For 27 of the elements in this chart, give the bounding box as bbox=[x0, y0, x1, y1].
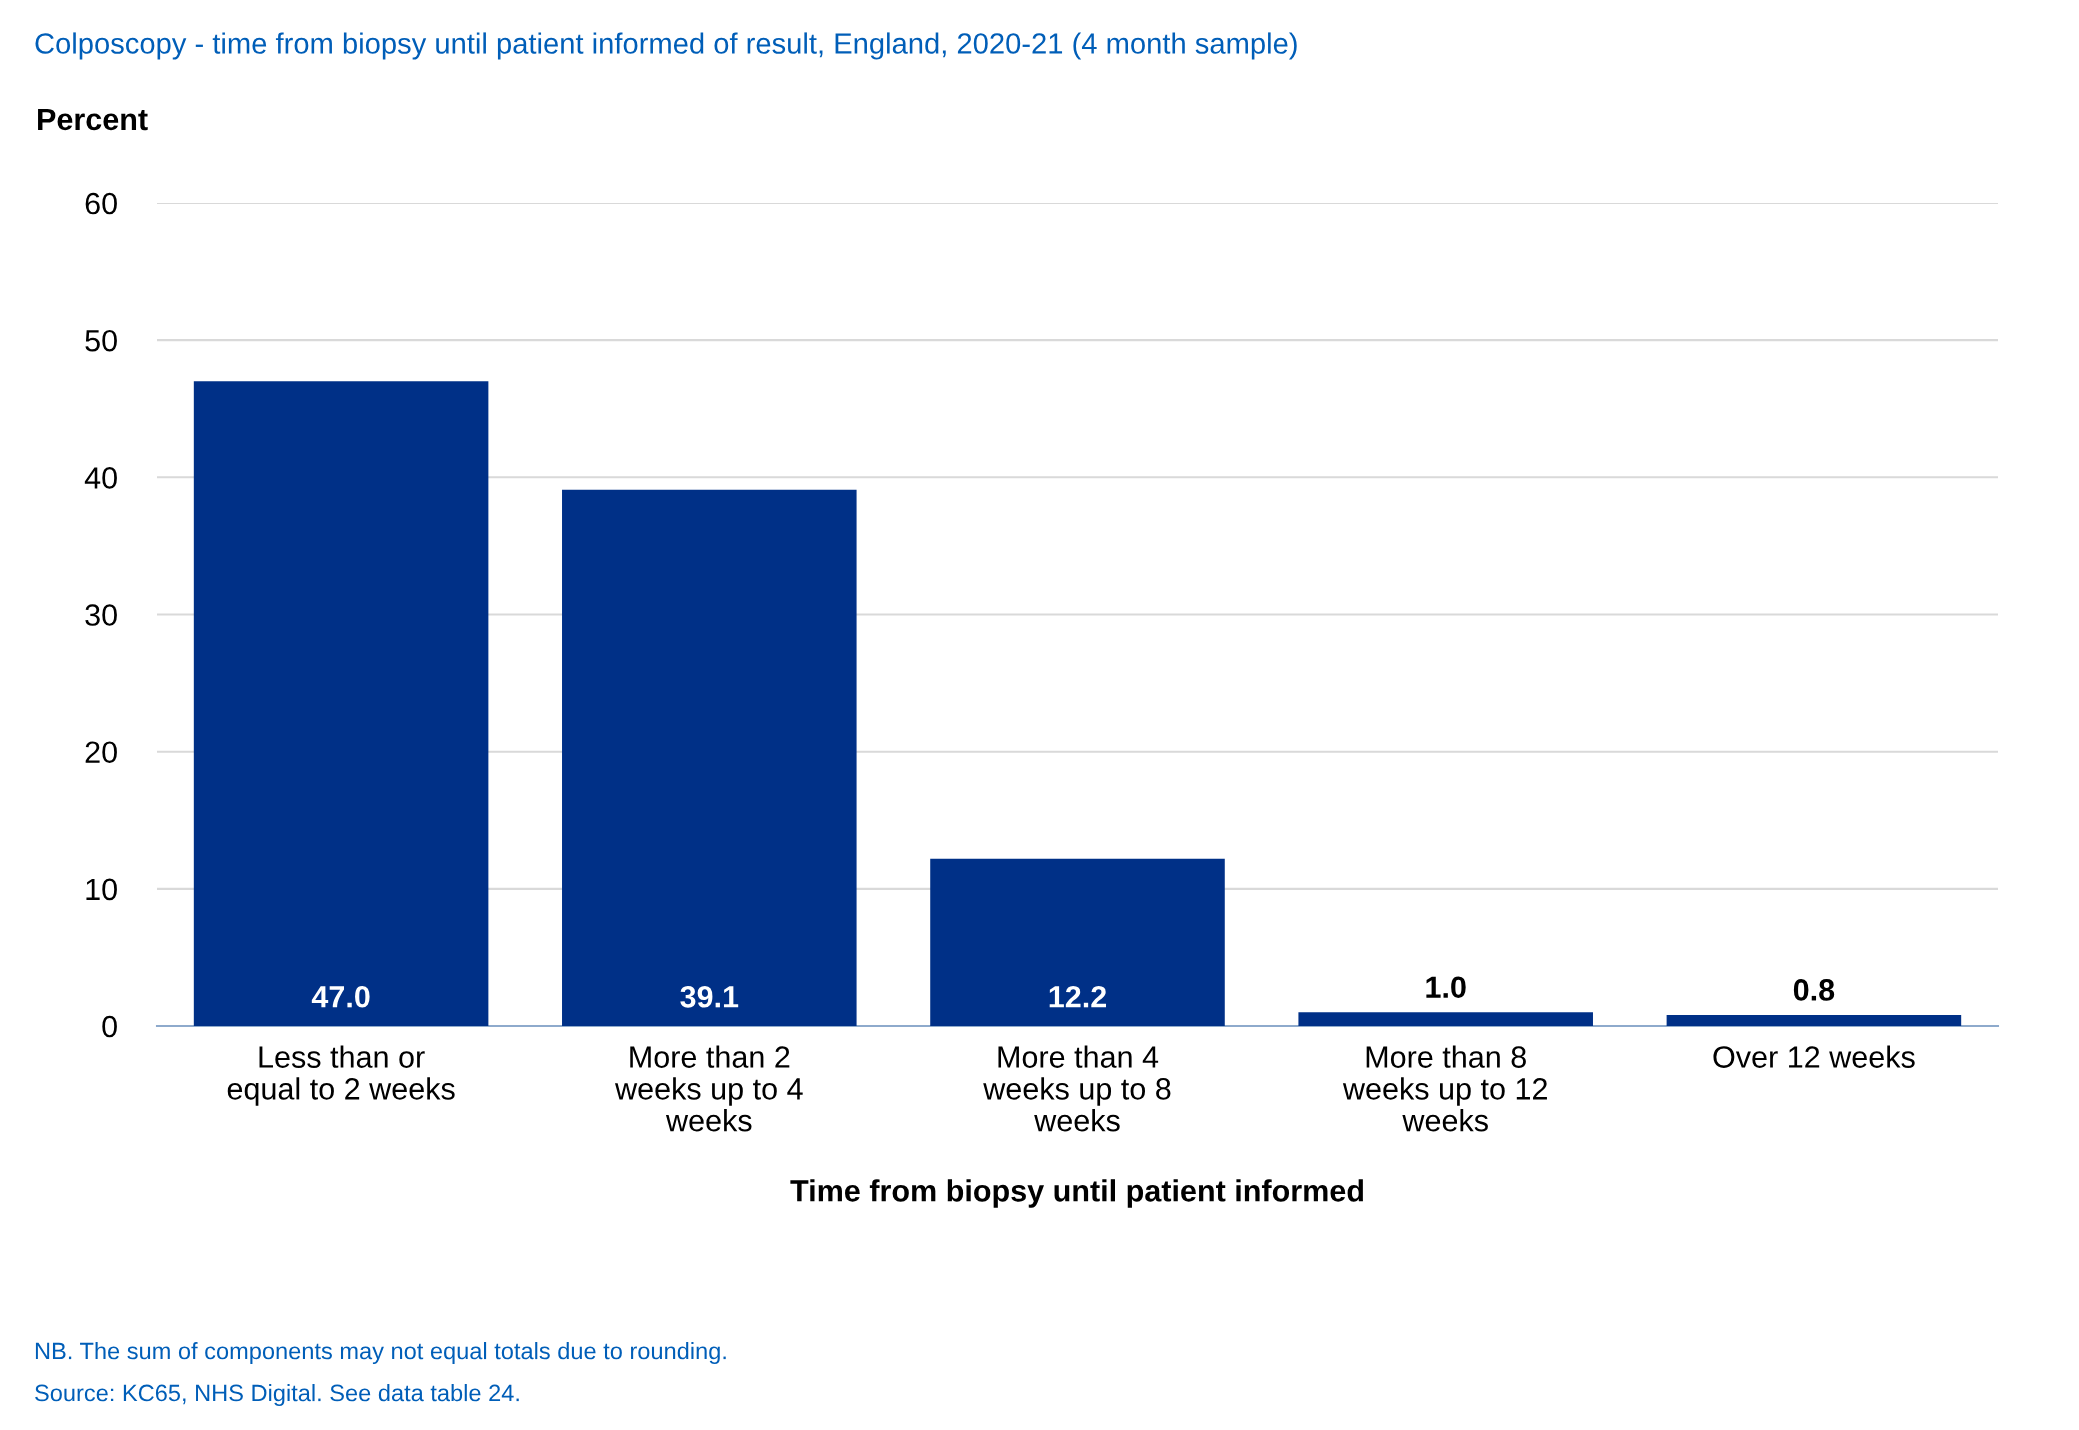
y-axis-title: Percent bbox=[38, 108, 148, 131]
bar bbox=[1666, 1015, 1962, 1026]
data-label: 0.8 bbox=[1793, 979, 1835, 1001]
x-tick-label: More than 4 weeks up to 8 weeks bbox=[983, 1045, 1171, 1132]
data-label: 12.2 bbox=[1049, 985, 1107, 1008]
y-tick-label: 60 bbox=[85, 192, 117, 215]
bar bbox=[930, 858, 1225, 1026]
text: NB. The sum of components may not equal totals due to rounding. bbox=[35, 1341, 726, 1365]
data-label: 39.1 bbox=[680, 985, 739, 1008]
x-tick-label: Less than or equal to 2 weeks bbox=[227, 1045, 455, 1106]
x-tick-label: Over 12 weeks bbox=[1713, 1045, 1915, 1068]
bar bbox=[562, 489, 857, 1026]
data-label: 47.0 bbox=[311, 985, 370, 1008]
y-tick-label: 0 bbox=[102, 1015, 117, 1038]
data-label: 1.0 bbox=[1426, 976, 1466, 999]
chart-title: Colposcopy - time from biopsy until patient informed of result, England, 2020-21 (4 month sample) bbox=[35, 32, 1297, 60]
y-tick-label: 20 bbox=[85, 741, 117, 764]
y-tick-label: 40 bbox=[84, 467, 117, 489]
x-tick-label: More than 2 weeks up to 4 weeks bbox=[614, 1045, 803, 1132]
bar bbox=[1298, 1012, 1593, 1026]
y-tick-label: 10 bbox=[86, 878, 117, 901]
bar bbox=[193, 381, 489, 1026]
y-tick-label: 30 bbox=[85, 604, 117, 626]
x-tick-label: More than 8 weeks up to 12 weeks bbox=[1342, 1045, 1547, 1132]
source-note: Source: KC65, NHS Digital. See data table 24. bbox=[35, 1383, 519, 1407]
y-tick-label: 50 bbox=[85, 329, 117, 352]
x-axis-title: Time from biopsy until patient informed bbox=[790, 1179, 1363, 1208]
